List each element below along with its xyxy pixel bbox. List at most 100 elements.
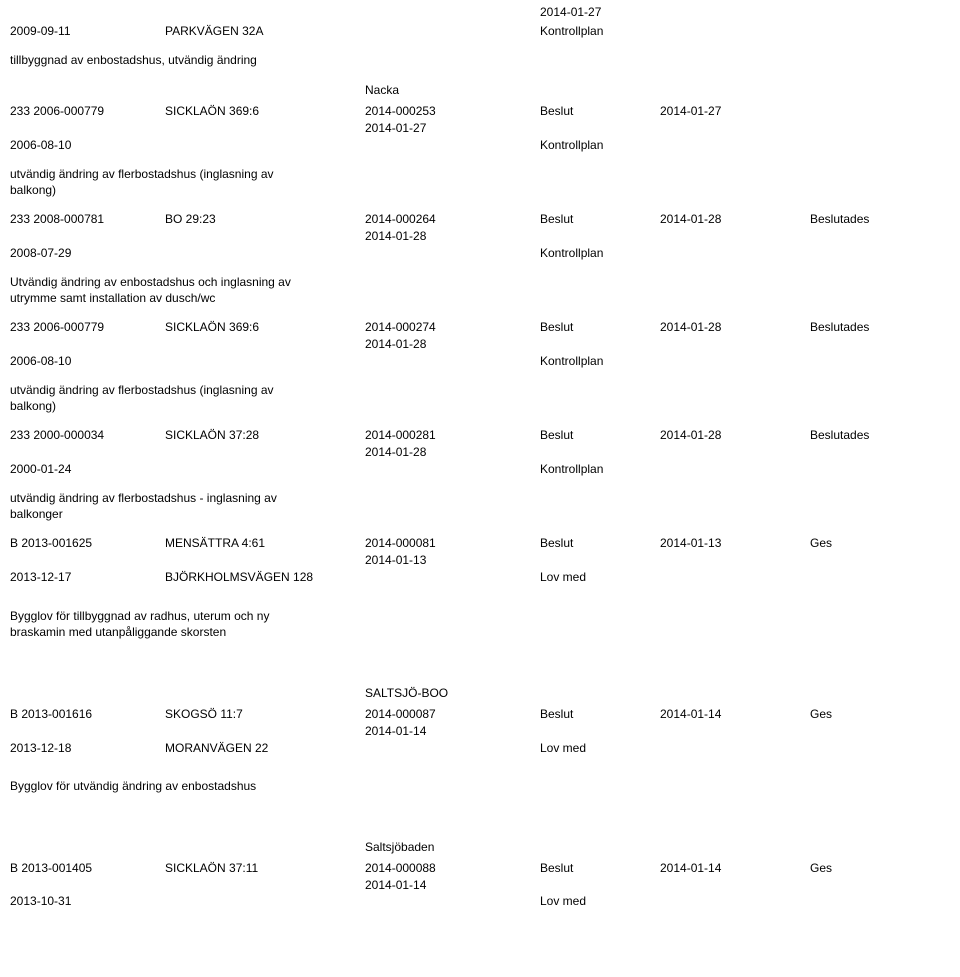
id-cell: 233 2006-000779 bbox=[10, 319, 165, 336]
sub-date-cell: 2014-01-14 bbox=[365, 877, 540, 894]
status-cell: Kontrollplan bbox=[540, 461, 660, 478]
date-cell: 2014-01-28 bbox=[660, 319, 810, 336]
date-cell: 2014-01-28 bbox=[660, 427, 810, 444]
status-cell: Beslut bbox=[540, 211, 660, 228]
id-cell: B 2013-001405 bbox=[10, 860, 165, 877]
sub-date-cell: 2014-01-27 bbox=[365, 120, 540, 137]
ref-cell: 2014-000253 bbox=[365, 103, 540, 120]
status-cell: Beslut bbox=[540, 319, 660, 336]
section-heading-text: SALTSJÖ-BOO bbox=[365, 685, 448, 702]
date-cell: 2013-12-18 bbox=[10, 740, 165, 757]
record-row: 2014-01-28 bbox=[10, 444, 950, 461]
date-cell: 2014-01-13 bbox=[660, 535, 810, 552]
address-cell: BJÖRKHOLMSVÄGEN 128 bbox=[165, 569, 365, 586]
outcome-cell: Beslutades bbox=[810, 319, 910, 336]
outcome-cell: Ges bbox=[810, 860, 910, 877]
section-heading: Nacka bbox=[10, 82, 950, 99]
id-cell: B 2013-001625 bbox=[10, 535, 165, 552]
address-cell: MORANVÄGEN 22 bbox=[165, 740, 365, 757]
ref-cell: 2014-000087 bbox=[365, 706, 540, 723]
status-cell: Beslut bbox=[540, 427, 660, 444]
ref-cell: 2014-000274 bbox=[365, 319, 540, 336]
status-cell: Kontrollplan bbox=[540, 23, 660, 40]
record-row: 2013-10-31 Lov med bbox=[10, 893, 950, 910]
status-cell: Beslut bbox=[540, 535, 660, 552]
record-description: utvändig ändring av flerbostadshus (ingl… bbox=[10, 166, 310, 200]
sub-date-cell: 2014-01-13 bbox=[365, 552, 540, 569]
outcome-cell: Ges bbox=[810, 706, 910, 723]
property-cell: SICKLAÖN 37:28 bbox=[165, 427, 365, 444]
record-row: B 2013-001625 MENSÄTTRA 4:61 2014-000081… bbox=[10, 535, 950, 552]
record-row: 2008-07-29 Kontrollplan bbox=[10, 245, 950, 262]
status-cell: Kontrollplan bbox=[540, 353, 660, 370]
record-row: 2014-01-14 bbox=[10, 723, 950, 740]
sub-date-cell: 2014-01-14 bbox=[365, 723, 540, 740]
date-cell: 2000-01-24 bbox=[10, 461, 165, 478]
record-description: Utvändig ändring av enbostadshus och ing… bbox=[10, 274, 310, 308]
property-cell: SKOGSÖ 11:7 bbox=[165, 706, 365, 723]
record-row: B 2013-001616 SKOGSÖ 11:7 2014-000087 Be… bbox=[10, 706, 950, 723]
status-cell: Beslut bbox=[540, 860, 660, 877]
property-cell: SICKLAÖN 369:6 bbox=[165, 103, 365, 120]
outcome-cell: Ges bbox=[810, 535, 910, 552]
record-row: 233 2000-000034 SICKLAÖN 37:28 2014-0002… bbox=[10, 427, 950, 444]
date-cell: 2013-10-31 bbox=[10, 893, 165, 910]
id-cell: 233 2008-000781 bbox=[10, 211, 165, 228]
property-cell: MENSÄTTRA 4:61 bbox=[165, 535, 365, 552]
ref-cell: 2014-000081 bbox=[365, 535, 540, 552]
date-cell: 2008-07-29 bbox=[10, 245, 165, 262]
record-row: 2013-12-17 BJÖRKHOLMSVÄGEN 128 Lov med bbox=[10, 569, 950, 586]
outcome-cell: Beslutades bbox=[810, 427, 910, 444]
outcome-cell: Beslutades bbox=[810, 211, 910, 228]
id-cell: 233 2006-000779 bbox=[10, 103, 165, 120]
record-row: 2014-01-28 bbox=[10, 336, 950, 353]
record-row: 2014-01-13 bbox=[10, 552, 950, 569]
address-cell: PARKVÄGEN 32A bbox=[165, 23, 365, 40]
date-cell: 2014-01-14 bbox=[660, 706, 810, 723]
status-cell: Lov med bbox=[540, 569, 660, 586]
id-cell: 233 2000-000034 bbox=[10, 427, 165, 444]
record-row: 2013-12-18 MORANVÄGEN 22 Lov med bbox=[10, 740, 950, 757]
date-cell: 2006-08-10 bbox=[10, 137, 165, 154]
status-cell: Beslut bbox=[540, 706, 660, 723]
record-row: 233 2008-000781 BO 29:23 2014-000264 Bes… bbox=[10, 211, 950, 228]
property-cell: SICKLAÖN 369:6 bbox=[165, 319, 365, 336]
record-row: 233 2006-000779 SICKLAÖN 369:6 2014-0002… bbox=[10, 103, 950, 120]
record-row: 2009-09-11 PARKVÄGEN 32A Kontrollplan bbox=[10, 23, 950, 40]
status-cell: Kontrollplan bbox=[540, 137, 660, 154]
record-row: 2014-01-27 bbox=[10, 120, 950, 137]
record-row: B 2013-001405 SICKLAÖN 37:11 2014-000088… bbox=[10, 860, 950, 877]
record-row: 2006-08-10 Kontrollplan bbox=[10, 353, 950, 370]
section-heading: Saltsjöbaden bbox=[10, 839, 950, 856]
cut-date-top: 2014-01-27 bbox=[540, 4, 950, 21]
status-cell: Lov med bbox=[540, 893, 660, 910]
record-description: utvändig ändring av flerbostadshus (ingl… bbox=[10, 382, 310, 416]
record-row: 2014-01-28 bbox=[10, 228, 950, 245]
record-row: 2000-01-24 Kontrollplan bbox=[10, 461, 950, 478]
status-cell: Lov med bbox=[540, 740, 660, 757]
record-row: 2014-01-14 bbox=[10, 877, 950, 894]
record-row: 233 2006-000779 SICKLAÖN 369:6 2014-0002… bbox=[10, 319, 950, 336]
section-heading: SALTSJÖ-BOO bbox=[10, 685, 950, 702]
section-heading-text: Saltsjöbaden bbox=[365, 839, 434, 856]
sub-date-cell: 2014-01-28 bbox=[365, 444, 540, 461]
status-cell: Kontrollplan bbox=[540, 245, 660, 262]
section-heading-text: Nacka bbox=[365, 82, 399, 99]
ref-cell: 2014-000264 bbox=[365, 211, 540, 228]
date-cell: 2009-09-11 bbox=[10, 23, 165, 40]
date-cell: 2014-01-28 bbox=[660, 211, 810, 228]
sub-date-cell: 2014-01-28 bbox=[365, 228, 540, 245]
date-cell: 2013-12-17 bbox=[10, 569, 165, 586]
status-cell: Beslut bbox=[540, 103, 660, 120]
record-description: Bygglov för tillbyggnad av radhus, uteru… bbox=[10, 598, 310, 642]
date-cell: 2006-08-10 bbox=[10, 353, 165, 370]
ref-cell: 2014-000281 bbox=[365, 427, 540, 444]
record-description: Bygglov för utvändig ändring av enbostad… bbox=[10, 768, 310, 795]
record-description: tillbyggnad av enbostadshus, utvändig än… bbox=[10, 52, 310, 69]
date-cell: 2014-01-27 bbox=[660, 103, 810, 120]
id-cell: B 2013-001616 bbox=[10, 706, 165, 723]
ref-cell: 2014-000088 bbox=[365, 860, 540, 877]
record-row: 2006-08-10 Kontrollplan bbox=[10, 137, 950, 154]
record-description: utvändig ändring av flerbostadshus - ing… bbox=[10, 490, 310, 524]
property-cell: SICKLAÖN 37:11 bbox=[165, 860, 365, 877]
